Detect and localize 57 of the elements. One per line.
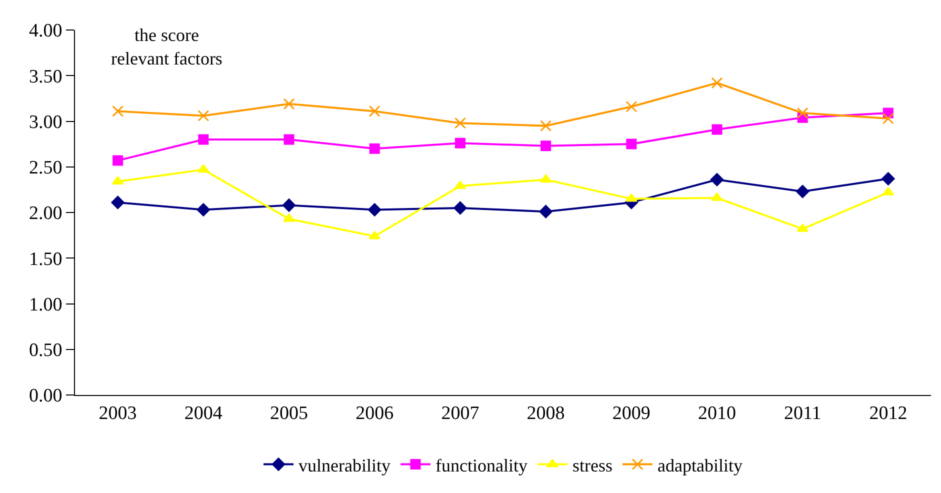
point — [710, 173, 724, 186]
point — [711, 192, 723, 201]
point — [882, 172, 895, 186]
legend-label: adaptability — [657, 455, 742, 476]
x-tick-label: 2004 — [184, 402, 223, 424]
point — [196, 203, 210, 216]
point — [711, 77, 723, 89]
legend-label: vulnerability — [298, 455, 390, 476]
point — [198, 134, 209, 145]
y-axis-title: the score relevant factors — [111, 25, 222, 68]
point — [368, 105, 380, 117]
x-tick-label: 2008 — [526, 402, 565, 424]
point — [282, 198, 296, 212]
point — [112, 105, 124, 117]
point — [454, 180, 466, 190]
point — [284, 134, 294, 145]
point — [539, 204, 552, 218]
point — [540, 120, 552, 132]
point — [626, 138, 637, 150]
point — [796, 184, 810, 198]
x-tick-label: 2007 — [441, 402, 480, 424]
x-tick-label: 2005 — [270, 402, 308, 424]
point — [111, 196, 124, 210]
point — [712, 124, 722, 135]
point — [540, 140, 552, 152]
point — [197, 164, 210, 173]
x-tick-label: 2010 — [698, 402, 736, 424]
y-tick-label: 2.50 — [28, 158, 62, 179]
y-tick-label: 2.00 — [28, 203, 62, 224]
x-tick-label: 2011 — [784, 402, 822, 424]
y-tick-label: 1.50 — [28, 248, 62, 270]
x-tick-label: 2003 — [98, 402, 137, 424]
y-tick-label: 4.00 — [28, 20, 62, 42]
point — [454, 138, 466, 148]
x-tick-label: 2006 — [356, 402, 394, 424]
point — [626, 100, 638, 112]
point — [368, 203, 382, 216]
x-tick-label: 2012 — [869, 402, 908, 424]
y-tick-label: 3.00 — [28, 112, 62, 133]
point — [454, 117, 466, 129]
y-tick-label: 1.00 — [28, 294, 62, 316]
point — [369, 143, 380, 154]
point — [283, 214, 295, 222]
y-tick-label: 3.50 — [28, 66, 62, 88]
point — [882, 112, 894, 124]
point — [198, 110, 210, 122]
point — [283, 98, 295, 110]
y-tick-label: 0.50 — [28, 340, 62, 362]
point — [454, 201, 467, 215]
point — [796, 107, 808, 119]
point — [368, 230, 381, 240]
legend-label: stress — [572, 455, 612, 476]
point — [112, 155, 124, 166]
point — [540, 174, 552, 183]
legend-label: functionality — [435, 455, 528, 476]
x-tick-label: 2009 — [612, 402, 650, 424]
y-tick-label: 0.00 — [28, 386, 62, 407]
